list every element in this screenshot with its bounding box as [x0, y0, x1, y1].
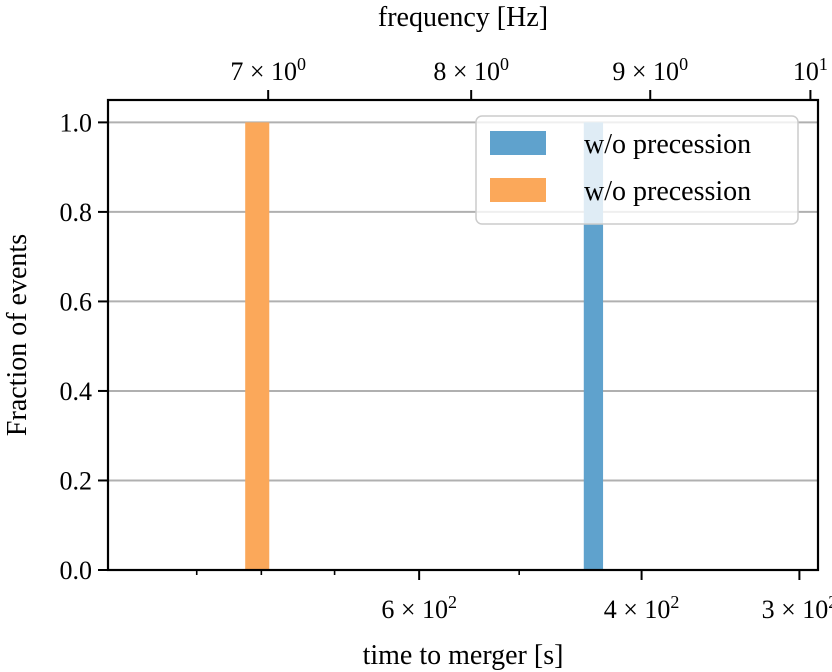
bottom-tick-label: 4 × 102: [604, 592, 680, 624]
y-axis-label: Fraction of events: [2, 234, 33, 436]
legend: w/o precession w/o precession: [475, 115, 799, 225]
legend-label-orange: w/o precession: [584, 176, 751, 207]
bottom-tick-label: 6 × 102: [381, 592, 457, 624]
legend-box: [475, 115, 799, 225]
legend-swatch-orange: [490, 178, 546, 202]
top-tick-label: 7 × 100: [230, 54, 306, 86]
top-tick-label: 101: [793, 54, 828, 86]
y-tick-label: 0.2: [60, 466, 93, 495]
top-tick-label: 9 × 100: [612, 54, 688, 86]
top-frequency-axis: 7 × 100 8 × 100 9 × 100 101: [230, 54, 828, 100]
y-tick-label: 0.6: [60, 287, 93, 316]
bar-blue: [583, 122, 604, 570]
bar-orange: [245, 122, 270, 570]
y-tick-label: 0.0: [60, 556, 93, 585]
y-tick-label: 0.8: [60, 198, 93, 227]
plot-frame: [106, 98, 820, 572]
bottom-tick-label: 3 × 102: [762, 592, 832, 624]
top-axis-label: frequency [Hz]: [378, 2, 548, 33]
top-tick-label: 8 × 100: [433, 54, 509, 86]
bottom-axis-label: time to merger [s]: [363, 640, 564, 671]
y-tick-label: 1.0: [60, 108, 93, 137]
y-tick-label: 0.4: [60, 377, 93, 406]
legend-swatch-blue: [490, 131, 546, 155]
bars: [245, 122, 604, 570]
legend-label-blue: w/o precession: [584, 129, 751, 160]
bottom-time-axis: 6 × 102 4 × 102 3 × 102: [195, 570, 832, 624]
y-axis: 0.0 0.2 0.4 0.6 0.8 1.0: [60, 108, 108, 585]
